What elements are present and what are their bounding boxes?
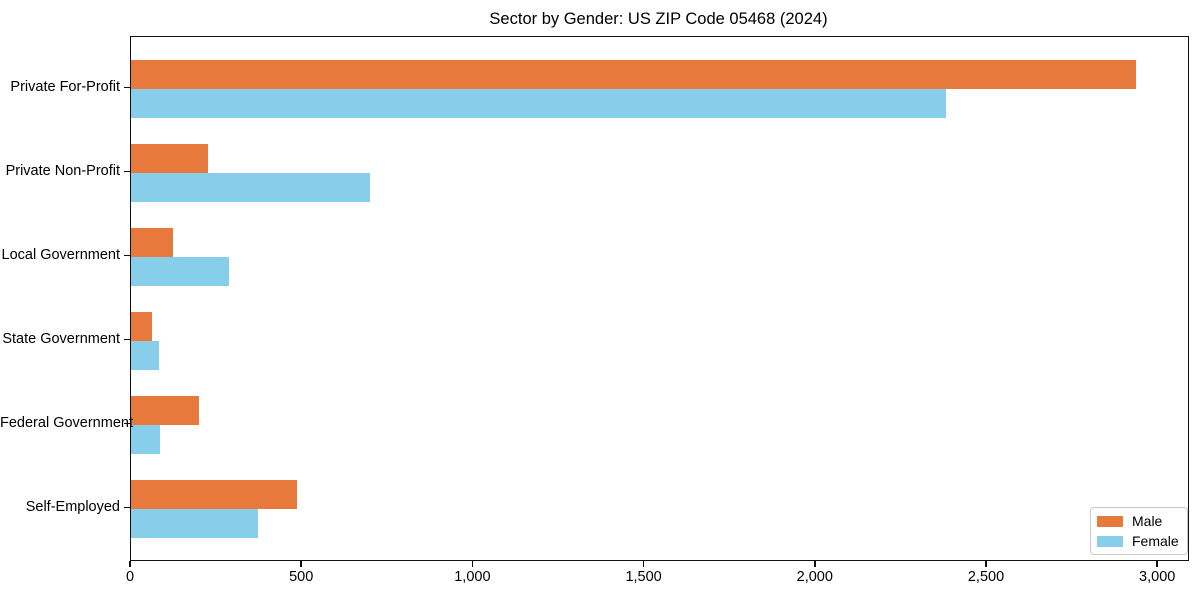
x-tick-label: 2,000 xyxy=(796,569,833,585)
y-tick-label: Private Non-Profit xyxy=(5,162,120,179)
x-tick-mark xyxy=(985,560,987,567)
y-tick-mark xyxy=(124,422,130,425)
legend-label: Male xyxy=(1132,513,1163,529)
y-tick-mark xyxy=(124,338,130,341)
legend-swatch-male xyxy=(1097,515,1123,527)
x-tick-label: 2,500 xyxy=(967,569,1005,585)
y-tick-mark xyxy=(124,506,130,509)
legend-items: Male Female xyxy=(1097,513,1179,549)
bar-male-1 xyxy=(131,59,1136,89)
bar-female-2 xyxy=(131,172,370,202)
x-tick-mark xyxy=(1156,560,1158,567)
bar-male-6 xyxy=(131,479,297,509)
x-tick-label: 0 xyxy=(125,569,135,585)
bar-female-1 xyxy=(131,88,946,118)
bar-female-6 xyxy=(131,508,258,538)
y-tick-label: Local Government xyxy=(1,246,120,263)
x-tick-label: 3,000 xyxy=(1139,569,1176,585)
y-tick-label: Self-Employed xyxy=(25,498,120,515)
x-tick-label: 500 xyxy=(289,569,314,585)
x-tick-label: 1,000 xyxy=(454,569,491,585)
plot-area xyxy=(130,36,1189,561)
y-tick-mark xyxy=(124,86,130,89)
legend-label: Female xyxy=(1132,533,1179,549)
bar-male-2 xyxy=(131,143,208,173)
bar-male-3 xyxy=(131,227,173,257)
y-tick-label: Federal Government xyxy=(0,414,133,431)
x-tick-mark xyxy=(129,560,131,567)
x-tick-mark xyxy=(471,560,474,567)
bar-female-4 xyxy=(131,340,159,370)
x-tick-mark xyxy=(642,560,645,567)
legend: Male Female xyxy=(1090,507,1188,555)
legend-item-male: Male xyxy=(1097,513,1179,529)
y-tick-mark xyxy=(124,170,130,173)
x-tick-label: 1,500 xyxy=(625,569,662,585)
x-tick-mark xyxy=(300,560,302,567)
bar-male-4 xyxy=(131,311,152,341)
y-tick-label: State Government xyxy=(2,330,120,347)
legend-item-female: Female xyxy=(1097,533,1179,549)
bar-female-3 xyxy=(131,256,229,286)
x-tick-mark xyxy=(814,560,816,567)
y-tick-label: Private For-Profit xyxy=(10,78,120,95)
bar-female-5 xyxy=(131,424,160,454)
legend-swatch-female xyxy=(1097,535,1123,547)
chart-title: Sector by Gender: US ZIP Code 05468 (202… xyxy=(489,10,828,28)
bar-male-5 xyxy=(131,395,199,425)
y-tick-mark xyxy=(124,254,130,257)
